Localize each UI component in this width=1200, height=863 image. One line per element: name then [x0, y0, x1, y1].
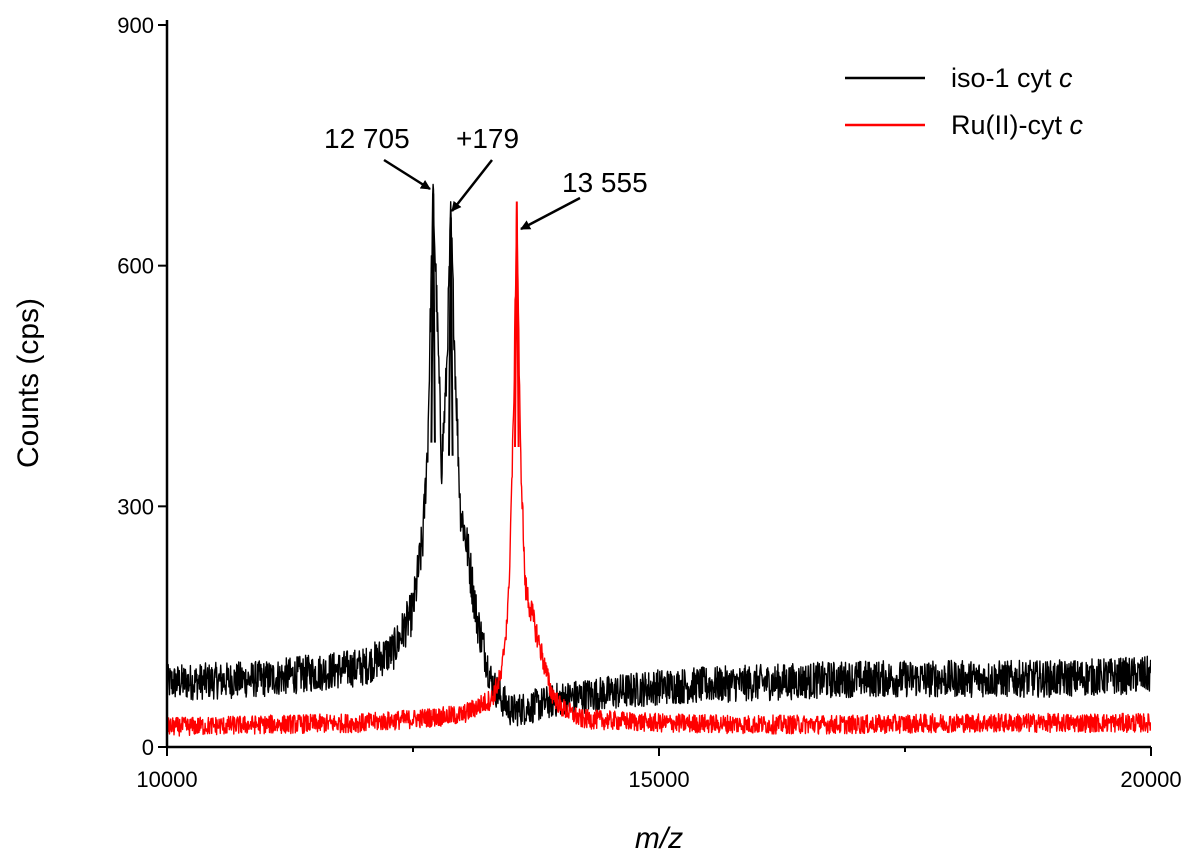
y-axis-title: Counts (cps) [12, 298, 45, 468]
annotation-arrow-179 [451, 159, 493, 212]
legend-label-ru-text: Ru(II)-cyt [951, 110, 1070, 140]
series-line-0 [167, 183, 1151, 727]
legend-label-iso1-italic: c [1059, 63, 1073, 93]
legend-label-ru: Ru(II)-cyt c [951, 110, 1084, 140]
legend-label-iso1-text: iso-1 cyt [951, 63, 1059, 93]
y-tick-label: 600 [117, 254, 154, 279]
y-tick-label: 900 [117, 13, 154, 38]
annotation-label-12705: 12 705 [324, 123, 410, 154]
y-tick-label: 0 [142, 735, 154, 760]
series-layer [167, 183, 1151, 737]
annotation-arrow-13555 [520, 196, 581, 231]
annotation-arrow-12705 [383, 158, 431, 191]
peak-point [448, 217, 454, 456]
annotations: 12 705 +179 13 555 [324, 123, 648, 231]
annotation-label-13555: 13 555 [562, 167, 648, 198]
x-axis-title: m/z [635, 822, 683, 855]
legend-label-iso1: iso-1 cyt c [951, 63, 1073, 93]
series-line-1 [167, 203, 1151, 737]
x-tick-label: 10000 [136, 767, 197, 792]
legend: iso-1 cyt c Ru(II)-cyt c [845, 63, 1084, 140]
peak-point [430, 193, 436, 443]
annotation-label-179: +179 [456, 123, 519, 154]
peak-point [514, 201, 520, 448]
x-tick-label: 15000 [628, 767, 689, 792]
legend-label-ru-italic: c [1070, 110, 1084, 140]
y-tick-label: 300 [117, 494, 154, 519]
x-tick-label: 20000 [1120, 767, 1181, 792]
ticks-layer: 10000 15000 20000 0 300 600 900 [117, 13, 1181, 792]
